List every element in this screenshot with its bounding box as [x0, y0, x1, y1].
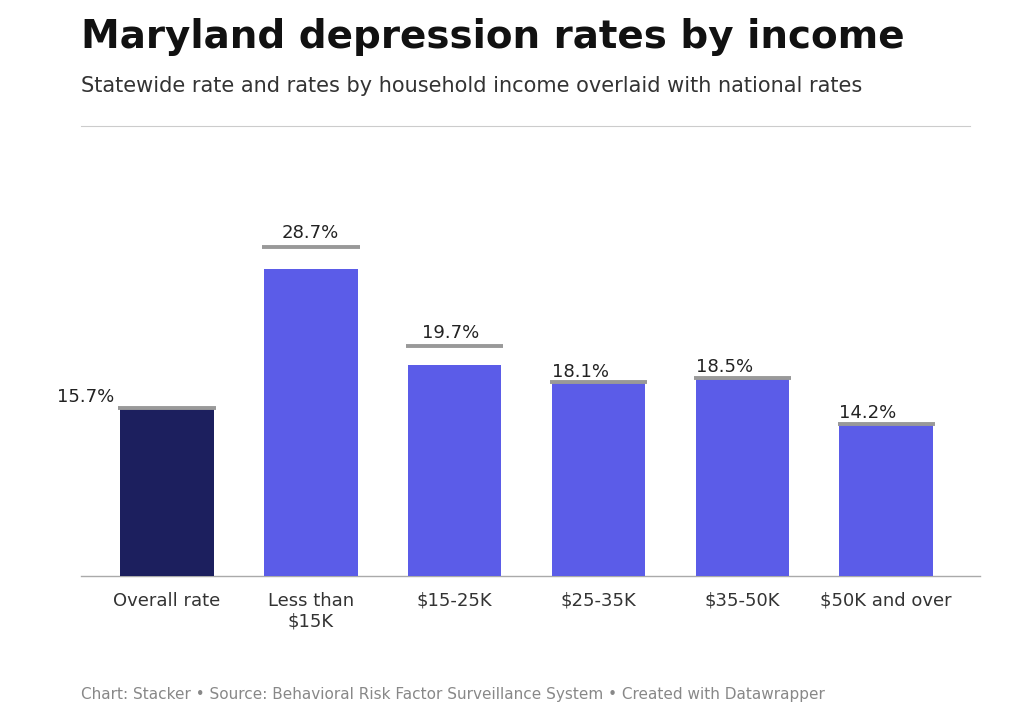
Text: Statewide rate and rates by household income overlaid with national rates: Statewide rate and rates by household in…	[81, 76, 863, 96]
Text: 18.5%: 18.5%	[696, 359, 752, 377]
Text: 19.7%: 19.7%	[422, 324, 480, 342]
Text: 18.1%: 18.1%	[551, 363, 609, 381]
Text: 28.7%: 28.7%	[282, 224, 338, 242]
Bar	[551, 382, 645, 576]
Text: Chart: Stacker • Source: Behavioral Risk Factor Surveillance System • Created wi: Chart: Stacker • Source: Behavioral Risk…	[81, 687, 825, 702]
Bar	[265, 269, 358, 576]
Bar	[839, 424, 933, 576]
Bar	[408, 365, 502, 576]
Bar	[696, 378, 789, 576]
Text: 14.2%: 14.2%	[839, 405, 897, 423]
Text: Maryland depression rates by income: Maryland depression rates by income	[81, 18, 904, 56]
Text: 15.7%: 15.7%	[58, 389, 114, 407]
Bar	[120, 408, 214, 576]
